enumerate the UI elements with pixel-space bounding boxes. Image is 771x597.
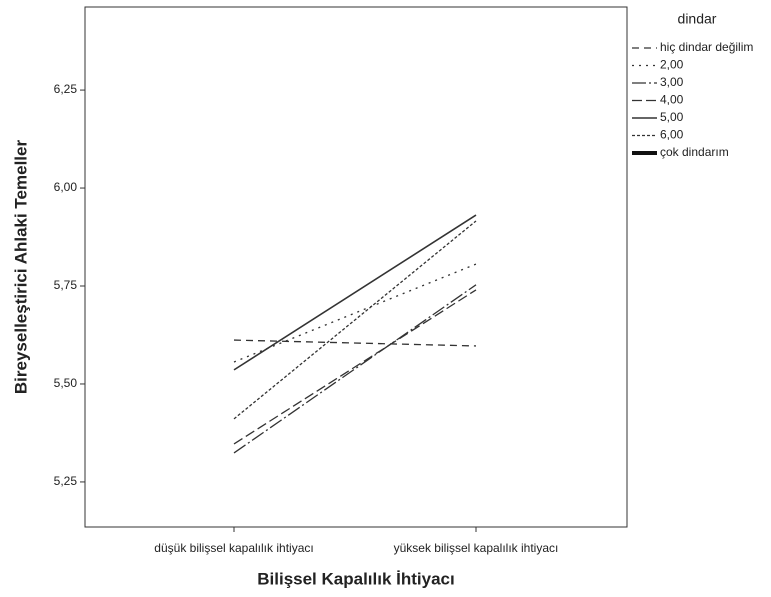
legend-title: dindar (678, 11, 717, 27)
y-tick-label: 5,50 (54, 376, 78, 390)
series-line (233, 263, 477, 363)
series-line (233, 339, 477, 347)
x-axis-title: Bilişsel Kapalılık İhtiyacı (257, 569, 454, 588)
legend-label: 4,00 (660, 93, 684, 107)
y-tick-label: 5,75 (54, 278, 78, 292)
y-tick-label: 6,25 (54, 82, 78, 96)
y-tick-label: 5,25 (54, 474, 78, 488)
y-axis-title: Bireyselleştirici Ahlaki Temeller (11, 140, 30, 395)
legend-label: 3,00 (660, 75, 684, 89)
plot-frame (84, 6, 628, 528)
y-tick-label: 6,00 (54, 180, 78, 194)
series-line (233, 289, 477, 445)
legend-label: 5,00 (660, 110, 684, 124)
series-line (233, 284, 477, 454)
legend-label: 6,00 (660, 128, 684, 142)
series-line (233, 220, 477, 420)
legend-label: 2,00 (660, 58, 684, 72)
x-tick-label: yüksek bilişsel kapalılık ihtiyacı (394, 541, 559, 555)
series-line (233, 214, 477, 371)
x-tick-label: düşük bilişsel kapalılık ihtiyacı (154, 541, 313, 555)
legend-label: çok dindarım (660, 145, 729, 159)
legend-label: hiç dindar değilim (660, 40, 753, 54)
